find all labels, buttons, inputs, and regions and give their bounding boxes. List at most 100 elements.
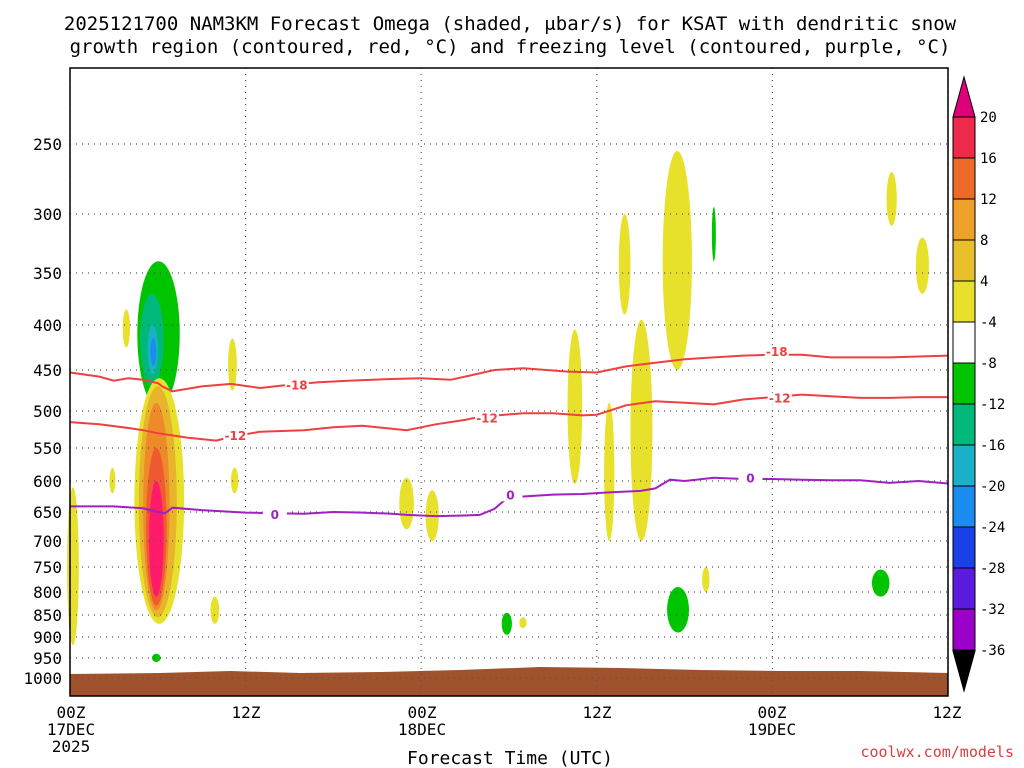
cb-tick-m16: -16	[980, 438, 1005, 454]
colorbar-seg-12	[952, 608, 976, 651]
contour-label-m12-b: -12	[476, 411, 498, 425]
omega-region-22	[886, 172, 897, 226]
contour-line-0	[70, 476, 949, 518]
colorbar-seg-1	[952, 157, 976, 200]
contour-label-m18-a: -18	[286, 379, 308, 393]
contour-layer	[69, 346, 949, 521]
contour-label-bg-lbl-z0b	[498, 489, 523, 502]
cb-tick-20: 20	[980, 110, 997, 126]
x-tick-year: 2025	[52, 737, 91, 756]
omega-region-23	[915, 237, 929, 294]
colorbar-seg-6	[952, 362, 976, 405]
omega-region-14	[618, 213, 631, 315]
x-tick-12z-17dec: 12Z	[232, 703, 261, 722]
omega-region-25	[519, 617, 527, 629]
omega-region-17	[228, 338, 237, 391]
y-tick-800: 800	[33, 583, 62, 602]
omega-region-13	[604, 402, 615, 541]
y-tick-400: 400	[33, 316, 62, 335]
colorbar-seg-8	[952, 444, 976, 487]
y-tick-900: 900	[33, 628, 62, 647]
colorbar-seg-0	[952, 116, 976, 159]
colorbar-seg-3	[952, 239, 976, 282]
colorbar-segments	[952, 116, 976, 651]
credit-text: coolwx.com/models	[860, 743, 1014, 761]
contour-label-m18-b: -18	[766, 345, 788, 359]
cb-tick-m28: -28	[980, 561, 1005, 577]
contour-label-0-a: 0	[271, 508, 279, 522]
y-tick-750: 750	[33, 558, 62, 577]
y-tick-650: 650	[33, 503, 62, 522]
cb-tick-m8: -8	[980, 356, 997, 372]
contour-label-bg-lbl-m12a	[223, 430, 248, 443]
omega-region-20	[122, 309, 130, 348]
colorbar-seg-9	[952, 485, 976, 528]
plot-area	[70, 68, 948, 696]
colorbar-seg-11	[952, 567, 976, 610]
y-tick-250: 250	[33, 135, 62, 154]
omega-region-8	[149, 481, 164, 597]
ground-terrain	[70, 667, 948, 696]
x-tick-00z-19dec: 00Z	[758, 703, 787, 722]
y-tick-450: 450	[33, 361, 62, 380]
omega-region-29	[151, 653, 161, 663]
y-axis: 250 300 350 400 450 500 550 600 650 700 …	[23, 135, 62, 688]
omega-region-30	[711, 207, 716, 262]
colorbar-top-arrow	[952, 75, 976, 118]
grid-layer	[69, 68, 949, 696]
colorbar: 20 16 12 8 4 -4 -8 -12 -16 -20 -24 -28 -…	[952, 75, 1005, 693]
omega-region-15	[399, 477, 414, 530]
omega-region-10	[662, 151, 692, 370]
x-tick-12z-18dec: 12Z	[583, 703, 612, 722]
x-axis-title: Forecast Time (UTC)	[407, 748, 613, 768]
y-tick-850: 850	[33, 606, 62, 625]
omega-region-28	[667, 587, 689, 633]
cb-tick-4: 4	[980, 274, 988, 290]
omega-region-26	[871, 569, 890, 597]
contour-label-0-c: 0	[746, 471, 754, 485]
y-tick-500: 500	[33, 402, 62, 421]
x-tick-date-17dec: 17DEC	[47, 720, 95, 739]
cb-tick-12: 12	[980, 192, 997, 208]
contour-label-bg-lbl-z0a	[262, 508, 287, 521]
omega-region-27	[501, 612, 512, 635]
chart-title-line2: growth region (contoured, red, °C) and f…	[70, 36, 951, 58]
cb-tick-16: 16	[980, 151, 997, 167]
omega-region-11	[630, 319, 653, 541]
contour-label-bg-lbl-m12b	[475, 412, 500, 425]
terrain-band	[70, 667, 948, 696]
contour-label-m12-c: -12	[769, 392, 791, 406]
cb-tick-m12: -12	[980, 397, 1005, 413]
colorbar-seg-7	[952, 403, 976, 446]
y-tick-700: 700	[33, 532, 62, 551]
colorbar-seg-2	[952, 198, 976, 241]
contour-labels: -18 -18 -12 -12 -12 0 0 0	[225, 345, 791, 522]
omega-region-19	[210, 596, 220, 624]
cb-tick-m20: -20	[980, 479, 1005, 495]
cb-tick-m24: -24	[980, 520, 1005, 536]
colorbar-bottom-arrow	[952, 650, 976, 693]
colorbar-seg-5	[952, 321, 976, 364]
y-tick-1000: 1000	[23, 669, 62, 688]
contour-label-bg-lbl-m18a	[284, 379, 309, 392]
contour-label-bg-lbl-m12c	[767, 392, 792, 405]
colorbar-seg-4	[952, 280, 976, 323]
y-tick-550: 550	[33, 439, 62, 458]
x-tick-12z-19dec: 12Z	[933, 703, 962, 722]
cb-tick-m32: -32	[980, 602, 1005, 618]
omega-region-18	[230, 467, 239, 494]
y-tick-600: 600	[33, 472, 62, 491]
x-tick-date-18dec: 18DEC	[398, 720, 446, 739]
chart-title-line1: 2025121700 NAM3KM Forecast Omega (shaded…	[64, 13, 957, 35]
cb-tick-8: 8	[980, 233, 988, 249]
y-tick-950: 950	[33, 649, 62, 668]
contour-label-0-b: 0	[506, 488, 514, 502]
cb-tick-m36: -36	[980, 643, 1005, 659]
contour-label-m12-a: -12	[225, 429, 247, 443]
omega-region-9	[67, 487, 79, 646]
colorbar-seg-10	[952, 526, 976, 569]
cb-tick-m4: -4	[980, 315, 997, 331]
contour-label-bg-lbl-m18b	[764, 346, 789, 358]
x-axis: 00Z 17DEC 2025 12Z 00Z 18DEC 12Z 00Z 19D…	[47, 703, 1014, 768]
